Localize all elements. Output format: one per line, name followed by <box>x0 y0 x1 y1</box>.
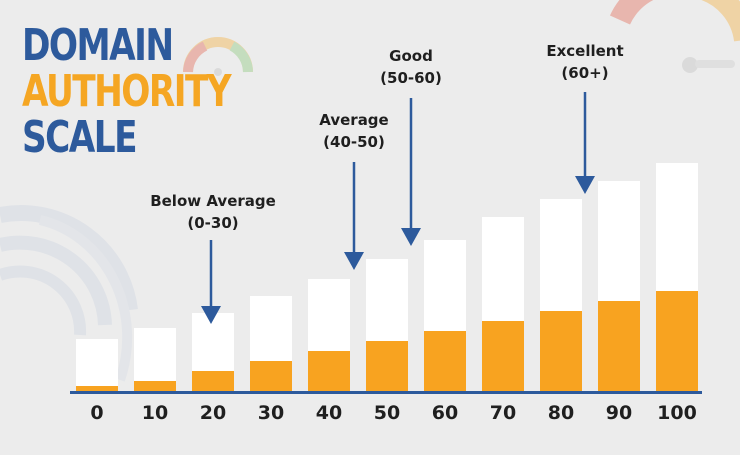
bar-fill-90 <box>598 301 640 391</box>
annotation-excellent-label: Excellent <box>546 42 624 60</box>
bar-total-10 <box>134 328 176 391</box>
x-tick-label-60: 60 <box>432 402 458 424</box>
globe-icon <box>0 205 138 382</box>
gauge-icon-right <box>609 0 740 73</box>
annotation-excellent-range: (60+) <box>561 64 609 82</box>
x-tick-label-80: 80 <box>548 402 574 424</box>
x-tick-label-30: 30 <box>258 402 284 424</box>
bar-total-0 <box>76 339 118 391</box>
x-tick-label-40: 40 <box>316 402 342 424</box>
x-tick-label-20: 20 <box>200 402 226 424</box>
bar-fill-0 <box>76 386 118 391</box>
annotation-below-average-range: (0-30) <box>187 214 239 232</box>
x-tick-label-0: 0 <box>90 402 103 424</box>
x-tick-label-90: 90 <box>606 402 632 424</box>
x-tick-label-50: 50 <box>374 402 400 424</box>
annotation-good-label: Good <box>389 47 433 65</box>
bar-fill-30 <box>250 361 292 391</box>
annotation-average: Average (40-50) <box>319 109 388 153</box>
annotation-excellent: Excellent (60+) <box>546 40 623 84</box>
bar-fill-20 <box>192 371 234 391</box>
x-tick-label-70: 70 <box>490 402 516 424</box>
arrow-below-average <box>201 240 221 324</box>
bar-fill-100 <box>656 291 698 391</box>
arrow-excellent <box>575 92 595 194</box>
annotation-below-average: Below Average (0-30) <box>150 190 276 234</box>
annotation-average-label: Average <box>319 111 389 129</box>
arrow-good <box>401 98 421 246</box>
annotation-below-average-label: Below Average <box>150 192 276 210</box>
x-tick-label-10: 10 <box>142 402 168 424</box>
bar-fill-50 <box>366 341 408 391</box>
annotation-good-range: (50-60) <box>380 69 442 87</box>
title-line-1: DOMAIN <box>22 20 174 71</box>
bar-fill-80 <box>540 311 582 391</box>
bar-fill-70 <box>482 321 524 391</box>
bar-fill-40 <box>308 351 350 391</box>
gauge-icon-left <box>183 37 253 76</box>
arrow-average <box>344 162 364 270</box>
x-tick-label-100: 100 <box>657 402 697 424</box>
bar-fill-60 <box>424 331 466 391</box>
title-line-2: AUTHORITY <box>22 66 232 117</box>
annotation-average-range: (40-50) <box>323 133 385 151</box>
bar-fill-10 <box>134 381 176 391</box>
title-line-3: SCALE <box>22 112 138 163</box>
annotation-good: Good (50-60) <box>380 45 442 89</box>
